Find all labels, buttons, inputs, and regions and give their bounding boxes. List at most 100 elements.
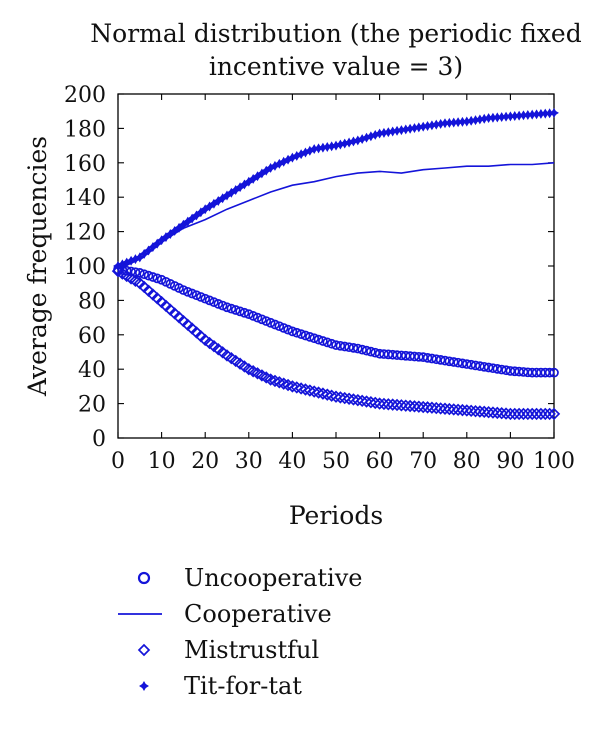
data-point-uncooperative [152,273,163,284]
data-point-tit-for-tat [147,242,158,253]
data-point-uncooperative [344,342,354,353]
data-point-tit-for-tat [165,229,176,239]
data-point-uncooperative [470,360,481,371]
y-tick-label: 160 [64,152,106,177]
data-point-uncooperative [335,340,346,351]
data-point-uncooperative [300,330,311,341]
data-point-mistrustful [286,380,299,393]
data-point-tit-for-tat [178,219,189,230]
data-point-uncooperative [243,309,254,320]
data-point-mistrustful [521,407,535,421]
data-point-mistrustful [460,404,474,417]
data-point-mistrustful [408,400,421,413]
data-point-mistrustful [473,405,487,418]
data-point-mistrustful [334,391,347,404]
data-point-uncooperative [431,354,442,365]
data-point-tit-for-tat [156,235,167,246]
data-point-uncooperative [357,344,368,355]
data-point-mistrustful [364,396,378,409]
data-point-uncooperative [139,269,150,280]
data-point-uncooperative [309,333,320,344]
data-point-mistrustful [456,403,469,417]
data-point-uncooperative [466,359,477,370]
data-point-mistrustful [329,390,343,403]
data-point-uncooperative [457,358,468,369]
series-line-cooperative [117,162,555,271]
data-point-mistrustful [299,383,312,396]
data-point-uncooperative [361,345,372,356]
data-point-uncooperative [270,319,280,330]
data-point-uncooperative [422,352,433,363]
data-point-uncooperative [230,305,241,315]
data-point-mistrustful [547,407,561,421]
y-tick-label: 0 [92,427,106,452]
data-point-mistrustful [447,403,460,416]
data-point-mistrustful [543,407,556,421]
data-point-tit-for-tat [160,232,171,243]
data-point-uncooperative [274,321,285,332]
data-point-mistrustful [512,407,526,421]
data-point-mistrustful [412,400,426,413]
data-point-mistrustful [508,407,521,421]
data-point-uncooperative [331,340,341,350]
series-tit-for-tat [113,107,559,271]
data-point-mistrustful [491,406,504,420]
data-point-uncooperative [148,272,158,282]
y-tick-label: 80 [78,289,106,314]
data-point-tit-for-tat [143,245,154,256]
y-tick-label: 20 [78,393,106,418]
y-tick-label: 100 [64,255,106,280]
data-point-uncooperative [239,307,250,318]
data-point-mistrustful [504,407,517,421]
data-point-mistrustful [517,407,530,421]
data-point-uncooperative [448,357,459,367]
x-tick-label: 30 [235,449,263,474]
data-point-mistrustful [307,385,321,398]
data-point-mistrustful [321,388,334,401]
data-point-mistrustful [495,407,508,420]
data-point-mistrustful [395,399,408,412]
data-point-mistrustful [355,394,369,408]
data-point-uncooperative [370,347,381,358]
y-tick-label: 60 [78,324,106,349]
chart-title-line-2: incentive value = 3) [209,52,463,81]
data-point-mistrustful [525,407,539,421]
data-point-uncooperative [204,295,215,306]
data-point-uncooperative [209,297,219,307]
data-point-mistrustful [425,401,439,414]
data-point-uncooperative [182,286,193,297]
data-point-mistrustful [360,395,373,408]
x-tick-label: 80 [453,449,481,474]
y-tick-label: 120 [64,221,106,246]
legend-item-tit-for-tat: Tit-for-tat [139,672,302,700]
data-point-uncooperative [453,357,463,368]
data-point-tit-for-tat [182,216,193,227]
legend-label-mistrustful: Mistrustful [184,636,319,664]
data-point-tit-for-tat [152,238,163,249]
data-point-mistrustful [342,392,356,405]
data-point-tit-for-tat [549,107,559,118]
data-point-uncooperative [339,341,350,352]
legend: Uncooperative Cooperative Mistrustful Tit-f… [118,564,362,700]
data-point-uncooperative [444,356,455,367]
data-point-uncooperative [544,367,555,378]
data-point-uncooperative [326,338,337,349]
data-point-mistrustful [499,407,513,420]
data-point-mistrustful [303,384,317,397]
data-point-uncooperative [226,303,237,314]
data-point-mistrustful [373,397,386,410]
x-tick-label: 20 [191,449,219,474]
data-point-uncooperative [278,323,289,333]
data-point-mistrustful [430,401,443,415]
data-point-mistrustful [403,399,417,413]
data-point-uncooperative [440,355,450,366]
data-point-tit-for-tat [195,207,206,218]
x-tick-label: 100 [533,449,575,474]
x-tick-label: 40 [278,449,306,474]
legend-label-uncooperative: Uncooperative [184,564,362,592]
data-point-uncooperative [257,314,267,325]
chart-title-line-1: Normal distribution (the periodic fixed [90,19,581,48]
data-point-mistrustful [312,386,325,399]
data-point-mistrustful [443,402,456,416]
